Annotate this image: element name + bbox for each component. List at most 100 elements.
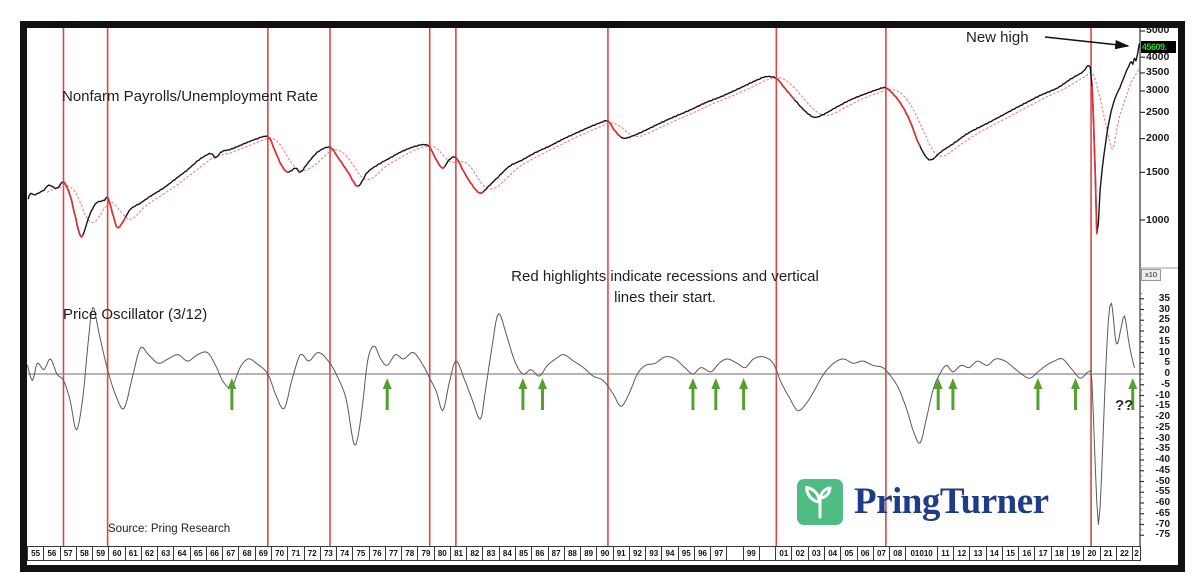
year-label: 79	[418, 546, 435, 561]
oscillator-axis-label: 5	[1164, 357, 1170, 369]
recession-note: Red highlights indicate recessions and v…	[455, 266, 875, 308]
price-axis-label: 2500	[1146, 105, 1170, 118]
year-label: 68	[239, 546, 256, 561]
oscillator-axis-label: -25	[1155, 421, 1170, 433]
year-label	[759, 546, 777, 561]
year-label: 07	[873, 546, 891, 561]
year-label: 01010	[906, 546, 938, 561]
year-label	[727, 546, 744, 561]
year-label: 86	[532, 546, 549, 561]
year-label: 63	[158, 546, 175, 561]
oscillator-axis-label: 15	[1158, 335, 1170, 347]
year-label: 69	[255, 546, 272, 561]
scale-multiplier-badge: x10	[1141, 269, 1161, 281]
price-axis-label: 1500	[1146, 165, 1170, 178]
buy-arrow-icon	[1071, 378, 1081, 410]
year-label: 99	[743, 546, 760, 561]
logo-text: PringTurner	[854, 481, 1049, 522]
recession-note-line2: lines their start.	[614, 289, 716, 306]
year-label: 03	[808, 546, 826, 561]
oscillator-axis-label: -45	[1155, 464, 1170, 476]
buy-arrow-icon	[688, 378, 698, 410]
year-label: 96	[694, 546, 712, 561]
year-label: 82	[467, 546, 484, 561]
year-label: 72	[304, 546, 321, 561]
oscillator-axis-label: 10	[1158, 346, 1170, 358]
year-label: 57	[60, 546, 77, 561]
pringturner-logo: PringTurner	[797, 479, 1049, 525]
year-label: 2	[1133, 546, 1141, 561]
price-axis-label: 4000	[1146, 50, 1170, 63]
year-label: 65	[190, 546, 207, 561]
buy-arrow-icon	[933, 378, 943, 410]
year-label: 93	[646, 546, 663, 561]
year-label: 02	[792, 546, 809, 561]
year-label: 18	[1051, 546, 1068, 561]
oscillator-axis-label: 0	[1164, 368, 1170, 379]
year-label: 01	[776, 546, 793, 561]
year-label: 15	[1002, 546, 1020, 561]
year-label: 95	[678, 546, 695, 561]
new-high-label: New high	[966, 29, 1029, 46]
oscillator-axis-label: 25	[1158, 314, 1170, 326]
top-panel-title: Nonfarm Payrolls/Unemployment Rate	[62, 88, 318, 105]
year-label: 62	[141, 546, 159, 561]
price-axis-label: 3000	[1146, 84, 1170, 97]
year-label: 89	[581, 546, 598, 561]
year-label: 56	[44, 546, 61, 561]
last-value-badge: 45609.	[1141, 41, 1176, 53]
price-axis-label: 3500	[1146, 66, 1170, 79]
year-label: 55	[27, 546, 45, 561]
year-label: 85	[515, 546, 533, 561]
oscillator-axis-label: 35	[1158, 292, 1170, 304]
year-label: 87	[548, 546, 565, 561]
oscillator-axis-label: -35	[1155, 443, 1170, 455]
buy-arrow-icon	[711, 378, 721, 410]
buy-arrow-icon	[518, 378, 528, 410]
buy-arrow-icon	[382, 378, 392, 410]
price-axis-label: 2000	[1146, 132, 1170, 145]
buy-arrow-icon	[739, 378, 749, 410]
year-label: 60	[109, 546, 126, 561]
oscillator-axis-label: -15	[1155, 400, 1170, 412]
year-label: 08	[890, 546, 907, 561]
price-axis-label: 1000	[1146, 213, 1170, 226]
year-label: 12	[954, 546, 971, 561]
year-label: 17	[1035, 546, 1052, 561]
oscillator-axis-label: -10	[1155, 389, 1170, 401]
buy-arrow-icon	[538, 378, 548, 410]
question-marks: ??	[1115, 397, 1134, 414]
year-label: 13	[970, 546, 987, 561]
year-label: 84	[499, 546, 516, 561]
oscillator-axis-label: -75	[1155, 529, 1170, 541]
year-label: 66	[206, 546, 224, 561]
price-axis-label: 5000	[1146, 24, 1170, 37]
year-label: 06	[857, 546, 874, 561]
buy-arrow-icon	[227, 378, 237, 410]
buy-arrow-icon	[1128, 378, 1138, 410]
year-label: 04	[825, 546, 842, 561]
buy-arrow-icon	[1033, 378, 1043, 410]
oscillator-panel-title: Price Oscillator (3/12)	[63, 306, 208, 323]
year-label: 14	[986, 546, 1003, 561]
year-label: 61	[125, 546, 142, 561]
year-label: 59	[93, 546, 110, 561]
year-label: 20	[1084, 546, 1101, 561]
year-label: 16	[1019, 546, 1036, 561]
year-label: 75	[353, 546, 370, 561]
x-axis-year-strip: 55 56 57 58 59 60 61 62 63 64 65 66 67 68 69 70 71 72 73 74…	[27, 546, 1141, 561]
oscillator-axis-label: -20	[1155, 411, 1170, 422]
year-label: 91	[613, 546, 630, 561]
year-label: 22	[1116, 546, 1134, 561]
year-label: 76	[369, 546, 386, 561]
oscillator-axis-label: 20	[1158, 325, 1170, 336]
year-label: 05	[841, 546, 858, 561]
year-label: 81	[450, 546, 468, 561]
year-label: 21	[1100, 546, 1117, 561]
sprout-icon	[797, 479, 843, 525]
year-label: 90	[597, 546, 614, 561]
year-label: 67	[223, 546, 240, 561]
oscillator-axis-label: 30	[1158, 303, 1170, 315]
year-label: 77	[385, 546, 403, 561]
